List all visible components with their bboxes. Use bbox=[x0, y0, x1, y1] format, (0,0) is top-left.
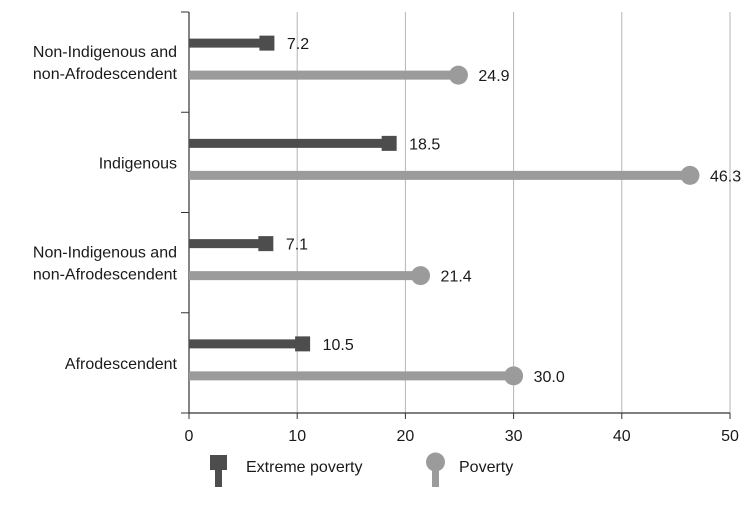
x-tick-label: 30 bbox=[505, 428, 523, 445]
legend-swatch-stem bbox=[215, 465, 222, 487]
lollipop-stem bbox=[189, 271, 421, 281]
legend-swatch-stem bbox=[432, 465, 439, 487]
legend-swatch-square bbox=[210, 455, 227, 470]
x-tick-label: 10 bbox=[288, 428, 306, 445]
data-label: 7.2 bbox=[287, 36, 309, 53]
category-label-line: Afrodescendent bbox=[65, 356, 178, 373]
lollipop-marker-square bbox=[381, 135, 397, 151]
data-label: 7.1 bbox=[286, 237, 308, 254]
data-label: 30.0 bbox=[534, 369, 565, 386]
data-label: 46.3 bbox=[710, 168, 741, 185]
axes: 0 10 20 30 40 50 Non-Indigenous and non-Afrodes… bbox=[33, 11, 739, 445]
category-label-line: Non-Indigenous and bbox=[33, 44, 177, 61]
data-label: 21.4 bbox=[441, 269, 472, 286]
legend-item: Poverty bbox=[426, 452, 513, 487]
data-label: 18.5 bbox=[409, 136, 440, 153]
legend: Extreme poverty Poverty bbox=[210, 452, 513, 487]
lollipop-stem bbox=[189, 371, 514, 381]
lollipop-stem bbox=[189, 239, 266, 249]
lollipop-marker-square bbox=[259, 35, 275, 51]
category-label: Indigenous bbox=[99, 155, 177, 172]
x-tick-label: 20 bbox=[397, 428, 415, 445]
legend-label: Extreme poverty bbox=[246, 459, 362, 476]
category-label-line: Non-Indigenous and bbox=[33, 245, 177, 262]
lollipop-stem bbox=[189, 138, 390, 148]
lollipop-marker-circle bbox=[504, 366, 524, 386]
x-tick-label: 40 bbox=[613, 428, 631, 445]
category-label-line: non-Afrodescendent bbox=[33, 66, 178, 83]
lollipop-marker-circle bbox=[680, 165, 700, 185]
x-tick-label: 0 bbox=[185, 428, 194, 445]
x-tick-label: 50 bbox=[721, 428, 739, 445]
legend-item: Extreme poverty bbox=[210, 455, 362, 487]
legend-swatch-circle bbox=[426, 452, 445, 472]
category-label-line: non-Afrodescendent bbox=[33, 267, 178, 284]
lollipop-stem bbox=[189, 38, 267, 48]
category-label-line: Indigenous bbox=[99, 155, 177, 172]
lollipop-marker-circle bbox=[448, 65, 468, 85]
lollipop-stem bbox=[189, 339, 303, 349]
category-label: Non-Indigenous and non-Afrodescendent bbox=[33, 245, 178, 284]
lollipop-marker-square bbox=[258, 236, 274, 252]
lollipop-marker-circle bbox=[411, 266, 431, 286]
legend-label: Poverty bbox=[459, 459, 513, 476]
category-label: Afrodescendent bbox=[65, 356, 178, 373]
data-label: 10.5 bbox=[323, 337, 354, 354]
data-marks: 7.2 18.5 7.1 10.5 24.9 46.3 21.4 30.0 bbox=[189, 35, 741, 386]
lollipop-marker-square bbox=[295, 336, 311, 352]
lollipop-stem bbox=[189, 170, 690, 180]
data-label: 24.9 bbox=[478, 68, 509, 85]
category-label: Non-Indigenous and non-Afrodescendent bbox=[33, 44, 178, 83]
lollipop-stem bbox=[189, 70, 459, 80]
